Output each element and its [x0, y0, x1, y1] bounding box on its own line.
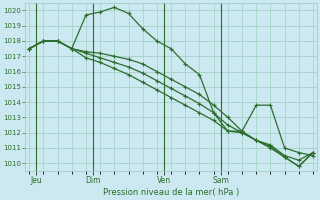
X-axis label: Pression niveau de la mer( hPa ): Pression niveau de la mer( hPa ) — [103, 188, 239, 197]
